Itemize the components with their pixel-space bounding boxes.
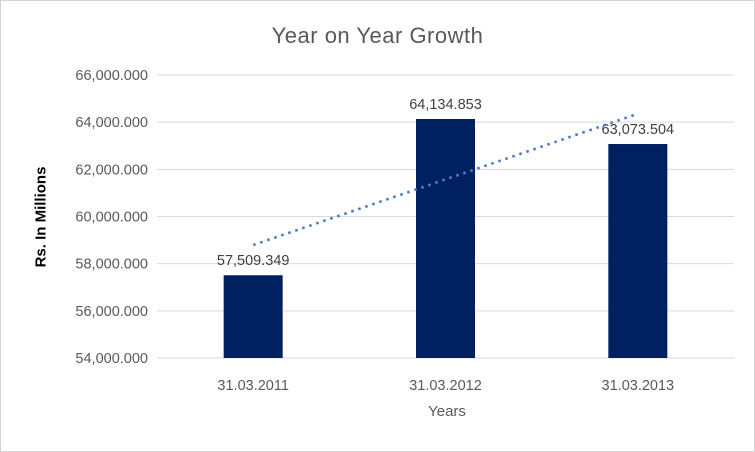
data-label: 64,134.853 — [409, 97, 482, 113]
x-tick-label: 31.03.2013 — [602, 378, 675, 394]
chart-title: Year on Year Growth — [271, 23, 484, 48]
bar-series-point — [416, 118, 475, 358]
y-tick-label: 54,000.000 — [75, 351, 148, 367]
y-tick-label: 64,000.000 — [75, 115, 148, 131]
y-tick-label: 62,000.000 — [75, 162, 148, 178]
y-tick-label: 58,000.000 — [75, 257, 148, 273]
x-tick-label: 31.03.2011 — [217, 378, 289, 394]
x-tick-label: 31.03.2012 — [409, 378, 482, 394]
y-tick-label: 66,000.000 — [75, 68, 148, 84]
data-label: 63,073.504 — [602, 122, 675, 138]
bar-series-point — [223, 275, 283, 358]
x-axis-title: Years — [428, 403, 466, 420]
bar-series-point — [608, 144, 668, 358]
y-tick-label: 56,000.000 — [75, 304, 148, 320]
y-tick-label: 60,000.000 — [75, 210, 148, 226]
data-label: 57,509.349 — [217, 253, 290, 269]
trendline — [252, 112, 639, 247]
